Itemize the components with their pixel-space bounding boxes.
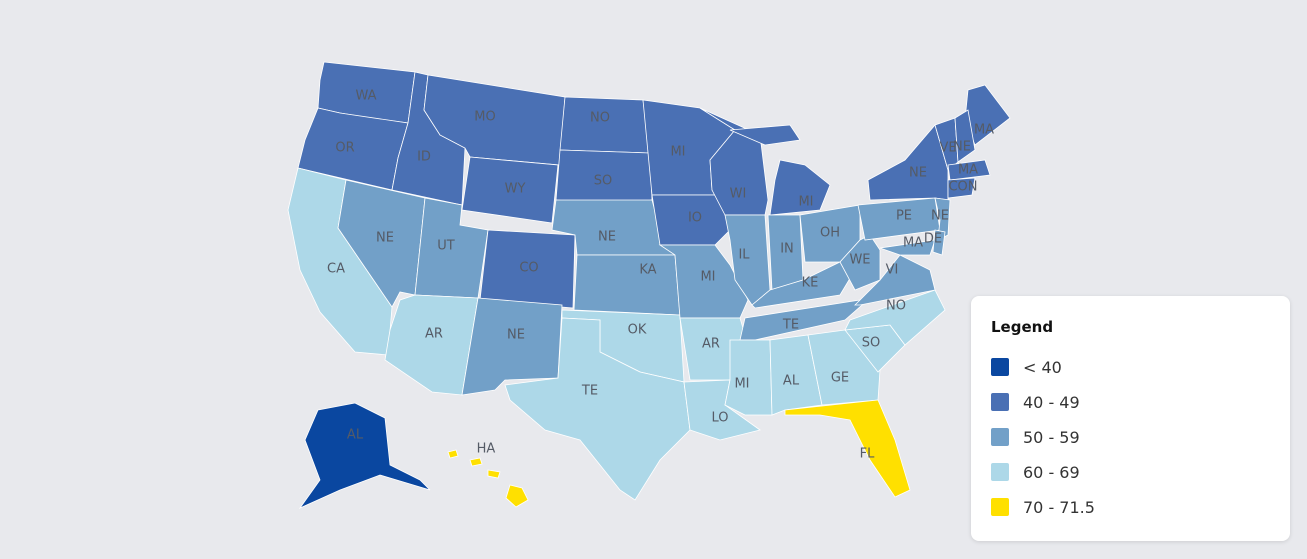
state-label: MA bbox=[958, 163, 978, 178]
state bbox=[504, 317, 691, 501]
legend-item: 40 - 49 bbox=[991, 392, 1080, 412]
state-label: HA bbox=[477, 442, 496, 457]
state bbox=[839, 234, 881, 291]
state bbox=[573, 254, 681, 316]
state-label: NO bbox=[886, 299, 906, 314]
state-label: MI bbox=[798, 195, 813, 210]
state-label: PE bbox=[896, 209, 912, 224]
state-label: IN bbox=[780, 242, 794, 257]
state-label: TE bbox=[581, 384, 598, 399]
state bbox=[461, 156, 559, 224]
state-label: KA bbox=[639, 263, 656, 278]
state bbox=[784, 399, 911, 498]
legend-label: 70 - 71.5 bbox=[1023, 497, 1095, 517]
state bbox=[867, 124, 949, 201]
state-label: DE bbox=[924, 232, 942, 247]
state bbox=[947, 159, 991, 181]
state-label: WY bbox=[505, 182, 526, 197]
state-label: MA bbox=[974, 123, 994, 138]
state-label: NE bbox=[507, 328, 525, 343]
state-label: AL bbox=[347, 428, 364, 443]
state-label: SO bbox=[862, 336, 880, 351]
state-label: AR bbox=[702, 337, 720, 352]
state-label: MO bbox=[474, 110, 495, 125]
state-label: IL bbox=[738, 248, 750, 263]
state-label: NO bbox=[590, 111, 610, 126]
state-label: NE bbox=[376, 231, 394, 246]
state-label: CA bbox=[327, 262, 345, 277]
legend-item: 60 - 69 bbox=[991, 462, 1080, 482]
state-label: TE bbox=[782, 318, 799, 333]
legend-swatch bbox=[991, 393, 1009, 411]
state-label: FL bbox=[860, 447, 875, 462]
state-label: NE bbox=[931, 209, 949, 224]
state-label: LO bbox=[711, 411, 728, 426]
state bbox=[729, 124, 831, 216]
state bbox=[479, 229, 576, 309]
legend-label: 60 - 69 bbox=[1023, 462, 1080, 482]
legend-item: < 40 bbox=[991, 357, 1062, 377]
state-label: NE bbox=[909, 166, 927, 181]
state-label: WE bbox=[849, 253, 870, 268]
legend: Legend < 40 40 - 49 50 - 59 60 - 69 70 - 71.… bbox=[971, 296, 1290, 541]
state-label: AR bbox=[425, 327, 443, 342]
state-label: VI bbox=[886, 263, 899, 278]
legend-swatch bbox=[991, 428, 1009, 446]
state bbox=[947, 177, 976, 199]
state-label: MI bbox=[670, 145, 685, 160]
legend-label: 40 - 49 bbox=[1023, 392, 1080, 412]
state-label: WI bbox=[730, 187, 747, 202]
legend-item: 70 - 71.5 bbox=[991, 497, 1095, 517]
state bbox=[954, 109, 976, 163]
legend-swatch bbox=[991, 358, 1009, 376]
state-label: IO bbox=[688, 211, 702, 226]
state-label: OH bbox=[820, 226, 840, 241]
state bbox=[807, 329, 881, 406]
state bbox=[932, 229, 946, 256]
legend-label: < 40 bbox=[1023, 357, 1062, 377]
state bbox=[447, 449, 529, 508]
state bbox=[298, 402, 431, 509]
state bbox=[879, 239, 936, 256]
state-label: OK bbox=[628, 323, 647, 338]
state-label: MI bbox=[700, 270, 715, 285]
legend-label: 50 - 59 bbox=[1023, 427, 1080, 447]
state-label: SO bbox=[594, 174, 612, 189]
state bbox=[769, 334, 823, 416]
state-label: WA bbox=[355, 89, 376, 104]
state bbox=[658, 244, 749, 319]
legend-item: 50 - 59 bbox=[991, 427, 1080, 447]
state-label: VE bbox=[939, 141, 956, 156]
state-label: NE bbox=[598, 230, 616, 245]
state-label: NE bbox=[953, 140, 971, 155]
state-label: ID bbox=[417, 150, 431, 165]
state-label: MA bbox=[903, 236, 923, 251]
state-label: UT bbox=[437, 239, 455, 254]
state bbox=[384, 294, 479, 396]
legend-title: Legend bbox=[991, 318, 1054, 336]
state-label: CO bbox=[519, 261, 538, 276]
legend-swatch bbox=[991, 463, 1009, 481]
legend-swatch bbox=[991, 498, 1009, 516]
state bbox=[651, 194, 731, 246]
state-label: KE bbox=[802, 276, 819, 291]
state-label: CON bbox=[948, 180, 977, 195]
state-label: GE bbox=[831, 371, 849, 386]
state-label: AL bbox=[783, 374, 800, 389]
state-label: OR bbox=[335, 141, 354, 156]
state-label: MI bbox=[734, 377, 749, 392]
state bbox=[461, 297, 563, 396]
